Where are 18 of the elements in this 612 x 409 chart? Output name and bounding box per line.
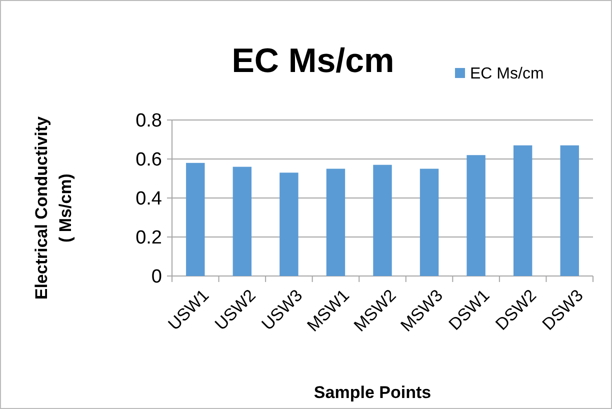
bar <box>186 162 205 276</box>
bar <box>466 155 486 276</box>
y-axis-title: Electrical Conductivity ( Ms/cm) <box>32 116 75 300</box>
bar <box>513 145 532 276</box>
bar <box>326 168 346 276</box>
legend-label: EC Ms/cm <box>470 66 544 83</box>
x-axis-title: Sample Points <box>314 383 432 402</box>
chart-title: EC Ms/cm <box>232 42 394 80</box>
y-tick-label: 0.8 <box>136 110 162 132</box>
bar <box>232 166 252 276</box>
bar <box>373 164 392 276</box>
y-tick-label: 0 <box>151 266 162 288</box>
y-tick-label: 0.4 <box>136 188 162 210</box>
y-tick-label: 0.6 <box>136 150 162 171</box>
bar <box>560 145 579 276</box>
bar <box>420 168 439 276</box>
bar <box>280 172 298 276</box>
y-tick-label: 0.2 <box>136 228 162 249</box>
